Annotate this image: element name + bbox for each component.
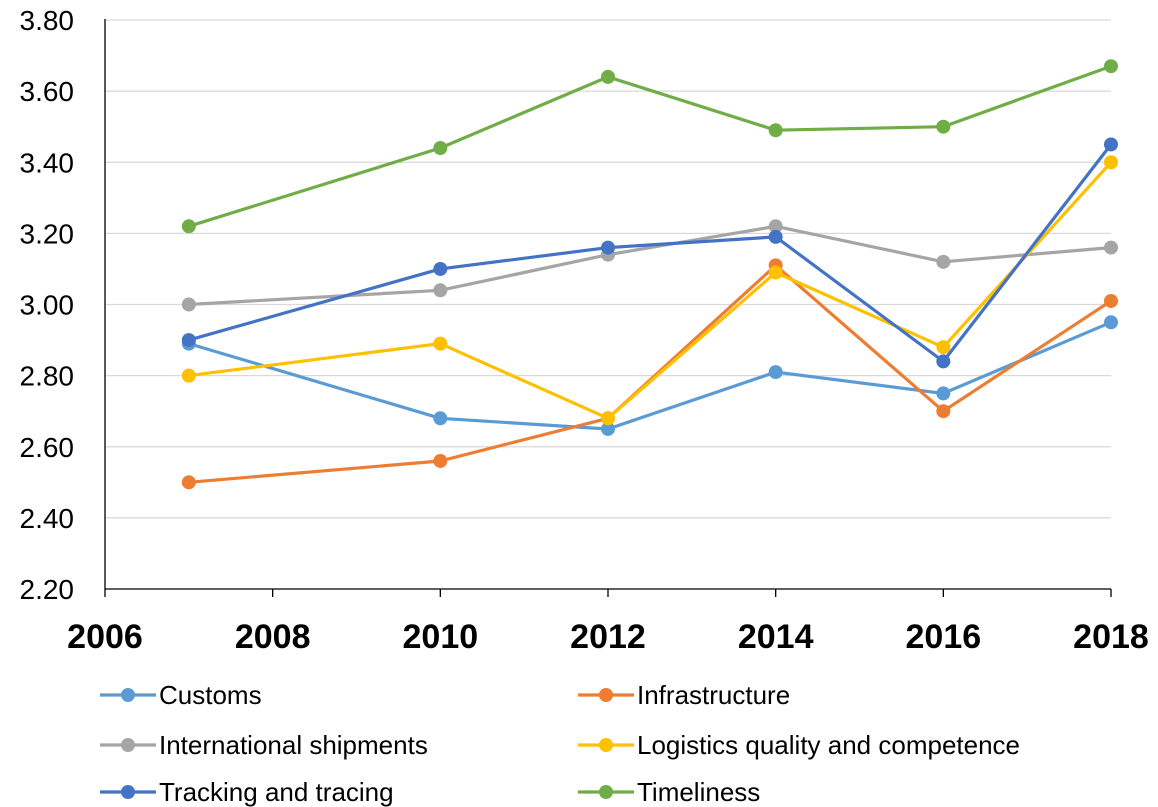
data-point — [1104, 155, 1118, 169]
gridlines — [105, 20, 1111, 518]
series-tracking-and-tracing — [182, 137, 1118, 368]
data-point — [433, 454, 447, 468]
legend-label: Customs — [159, 680, 262, 710]
data-point — [433, 411, 447, 425]
data-point — [1104, 59, 1118, 73]
legend-swatch-marker — [599, 688, 613, 702]
legend-swatch-marker — [121, 738, 135, 752]
legend-item: Timeliness — [578, 777, 760, 807]
x-tick-label: 2010 — [403, 618, 479, 656]
series-timeliness — [182, 59, 1118, 233]
y-axis-tick-labels: 2.20 2.40 2.60 2.80 3.00 3.20 3.40 3.60 3.80 — [20, 5, 75, 605]
legend: Customs Infrastructure International shipm… — [100, 680, 1020, 807]
data-point — [769, 230, 783, 244]
series-lines — [182, 59, 1118, 489]
x-tick-label: 2006 — [67, 618, 143, 656]
data-point — [601, 70, 615, 84]
data-point — [182, 219, 196, 233]
legend-item: Tracking and tracing — [100, 777, 394, 807]
x-tick-label: 2018 — [1073, 618, 1149, 656]
data-point — [936, 404, 950, 418]
x-tick-label: 2008 — [235, 618, 311, 656]
data-point — [433, 283, 447, 297]
data-point — [769, 265, 783, 279]
series-line — [189, 66, 1111, 226]
x-axis-tick-labels: 2006 2008 2010 2012 2014 2016 2018 — [67, 618, 1149, 656]
data-point — [601, 241, 615, 255]
axes — [105, 19, 1111, 597]
data-point — [769, 365, 783, 379]
legend-swatch-marker — [599, 738, 613, 752]
y-tick-label: 3.00 — [20, 290, 75, 321]
legend-label: Infrastructure — [637, 680, 790, 710]
data-point — [433, 337, 447, 351]
y-tick-label: 2.40 — [20, 503, 75, 534]
data-point — [433, 141, 447, 155]
legend-item: Customs — [100, 680, 262, 710]
y-tick-label: 3.40 — [20, 147, 75, 178]
data-point — [433, 262, 447, 276]
data-point — [1104, 294, 1118, 308]
legend-item: Infrastructure — [578, 680, 790, 710]
y-tick-label: 2.80 — [20, 361, 75, 392]
legend-label: Tracking and tracing — [159, 777, 394, 807]
x-tick-label: 2016 — [906, 618, 982, 656]
legend-item: International shipments — [100, 730, 428, 760]
x-tick-label: 2014 — [738, 618, 814, 656]
data-point — [769, 123, 783, 137]
series-infrastructure — [182, 258, 1118, 489]
legend-label: Logistics quality and competence — [637, 730, 1020, 760]
y-tick-label: 3.20 — [20, 218, 75, 249]
data-point — [936, 340, 950, 354]
y-tick-label: 3.60 — [20, 76, 75, 107]
y-tick-label: 3.80 — [20, 5, 75, 36]
data-point — [601, 411, 615, 425]
legend-label: Timeliness — [637, 777, 760, 807]
series-line — [189, 145, 1111, 362]
data-point — [182, 475, 196, 489]
y-tick-label: 2.20 — [20, 574, 75, 605]
series-line — [189, 226, 1111, 304]
data-point — [182, 369, 196, 383]
data-point — [936, 386, 950, 400]
x-tick-label: 2012 — [570, 618, 646, 656]
legend-swatch-marker — [599, 785, 613, 799]
y-tick-label: 2.60 — [20, 432, 75, 463]
data-point — [936, 255, 950, 269]
data-point — [936, 120, 950, 134]
legend-item: Logistics quality and competence — [578, 730, 1020, 760]
data-point — [1104, 315, 1118, 329]
data-point — [182, 333, 196, 347]
data-point — [1104, 241, 1118, 255]
data-point — [1104, 137, 1118, 151]
legend-swatch-marker — [121, 688, 135, 702]
legend-label: International shipments — [159, 730, 428, 760]
legend-swatch-marker — [121, 785, 135, 799]
data-point — [182, 298, 196, 312]
data-point — [936, 354, 950, 368]
